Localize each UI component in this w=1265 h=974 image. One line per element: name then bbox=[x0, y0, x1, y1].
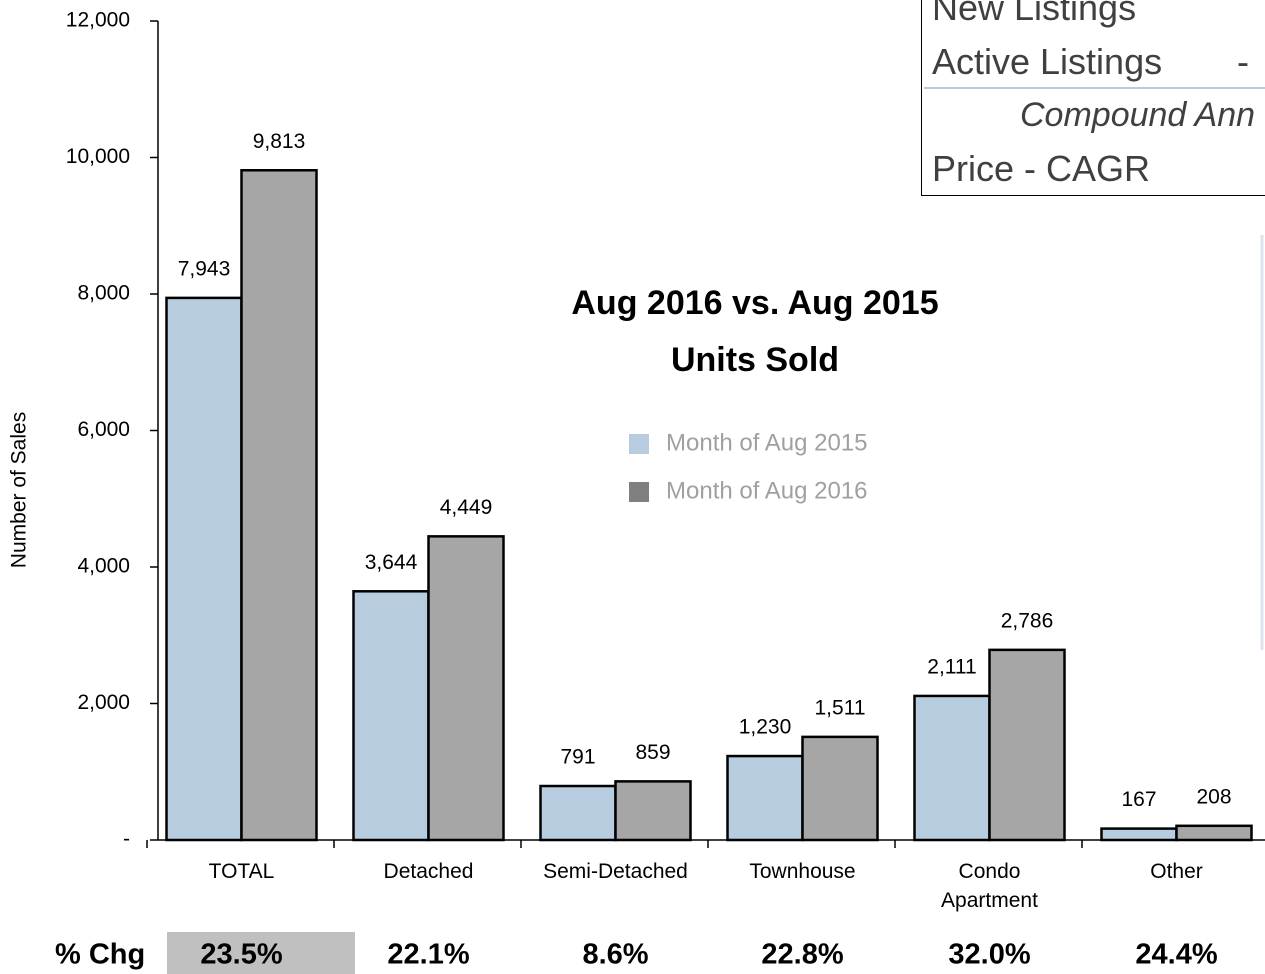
bar bbox=[1100, 827, 1178, 842]
data-label: 3,644 bbox=[365, 551, 418, 574]
bar bbox=[614, 780, 692, 842]
x-tick-label: Semi-Detached bbox=[543, 860, 688, 883]
y-axis-label: Number of Sales bbox=[8, 412, 31, 568]
y-tick-label: 2,000 bbox=[77, 691, 130, 714]
data-label: 1,230 bbox=[739, 716, 792, 739]
chart-title: Aug 2016 vs. Aug 2015 bbox=[571, 284, 938, 322]
data-label: 791 bbox=[560, 746, 595, 769]
change-value: 22.8% bbox=[761, 939, 843, 971]
legend-swatch bbox=[629, 434, 649, 454]
bar bbox=[801, 735, 879, 842]
inset-rule bbox=[924, 87, 1265, 89]
bar bbox=[726, 754, 804, 842]
bar bbox=[1175, 824, 1253, 842]
x-tick-label: TOTAL bbox=[208, 860, 275, 883]
inset-table: New Listings Active Listings - Compound … bbox=[921, 0, 1265, 196]
highlight-cell bbox=[167, 932, 355, 974]
change-value: 32.0% bbox=[948, 939, 1030, 971]
change-value: 22.1% bbox=[387, 939, 469, 971]
bar bbox=[165, 296, 243, 842]
x-tick-label: Townhouse bbox=[749, 860, 856, 883]
y-tick-label: 4,000 bbox=[77, 555, 130, 578]
data-label: 167 bbox=[1121, 788, 1156, 811]
y-tick-label: 8,000 bbox=[77, 282, 130, 305]
y-tick-label: 12,000 bbox=[66, 9, 130, 32]
inset-dash: - bbox=[1237, 41, 1249, 82]
data-label: 7,943 bbox=[178, 257, 231, 280]
inset-row: New Listings bbox=[932, 0, 1137, 28]
bar bbox=[539, 784, 617, 842]
bar bbox=[988, 648, 1066, 842]
inset-row: Compound Ann bbox=[1020, 96, 1256, 134]
data-label: 4,449 bbox=[440, 496, 493, 519]
bar bbox=[240, 169, 318, 842]
chart-subtitle: Units Sold bbox=[671, 341, 839, 379]
change-value: 23.5% bbox=[200, 939, 282, 971]
x-tick-label: Condo Apartment bbox=[941, 860, 1038, 912]
change-value: 24.4% bbox=[1135, 939, 1217, 971]
data-label: 859 bbox=[635, 741, 670, 764]
y-tick-label: 6,000 bbox=[77, 418, 130, 441]
bar bbox=[913, 694, 991, 842]
x-tick-label: Detached bbox=[383, 860, 474, 883]
data-label: 208 bbox=[1196, 785, 1231, 808]
inset-row: Active Listings bbox=[932, 41, 1163, 82]
legend-label: Month of Aug 2016 bbox=[666, 477, 868, 504]
data-label: 1,511 bbox=[815, 696, 866, 719]
legend-label: Month of Aug 2015 bbox=[666, 429, 868, 456]
data-label: 2,111 bbox=[927, 655, 976, 678]
y-tick-label: 10,000 bbox=[66, 145, 130, 168]
change-label: % Chg bbox=[55, 939, 145, 971]
legend-swatch bbox=[629, 482, 649, 502]
inset-row: Price - CAGR bbox=[932, 148, 1151, 189]
bar bbox=[427, 535, 505, 842]
y-tick-label: - bbox=[123, 828, 130, 851]
change-value: 8.6% bbox=[582, 939, 648, 971]
data-label: 2,786 bbox=[1001, 609, 1054, 632]
x-tick-label: Other bbox=[1150, 860, 1203, 883]
data-label: 9,813 bbox=[253, 130, 306, 153]
bar bbox=[352, 590, 430, 842]
